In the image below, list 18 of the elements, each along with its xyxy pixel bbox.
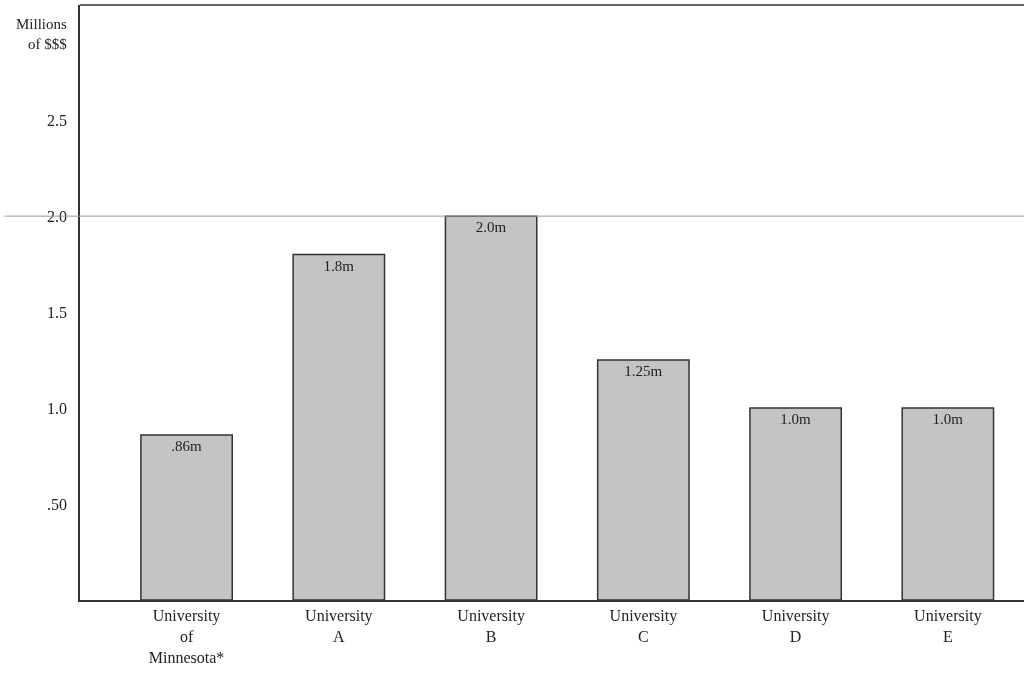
data-label: 1.0m	[932, 411, 964, 428]
y-tick-label: 1.0	[47, 399, 68, 417]
x-tick-label: University B	[457, 606, 525, 645]
data-label: 1.8m	[323, 257, 355, 274]
y-tick-label: .50	[47, 495, 68, 513]
y-tick-label: 2.0	[47, 207, 68, 225]
data-label: 2.0m	[475, 219, 507, 236]
y-axis-title: Millions of $$$	[16, 16, 68, 52]
data-label: 1.0m	[780, 411, 811, 428]
y-tick-label: 1.5	[47, 303, 68, 321]
x-tick-label: University E	[914, 606, 982, 645]
x-tick-label: University of Minnesota*	[148, 606, 225, 666]
x-tick-label: University A	[305, 606, 373, 645]
x-tick-label: University D	[761, 606, 830, 645]
x-tick-label: University C	[609, 606, 678, 645]
y-tick-label: 2.5	[47, 111, 68, 129]
data-label: .86m	[171, 437, 202, 454]
data-label: 1.25m	[624, 363, 663, 380]
